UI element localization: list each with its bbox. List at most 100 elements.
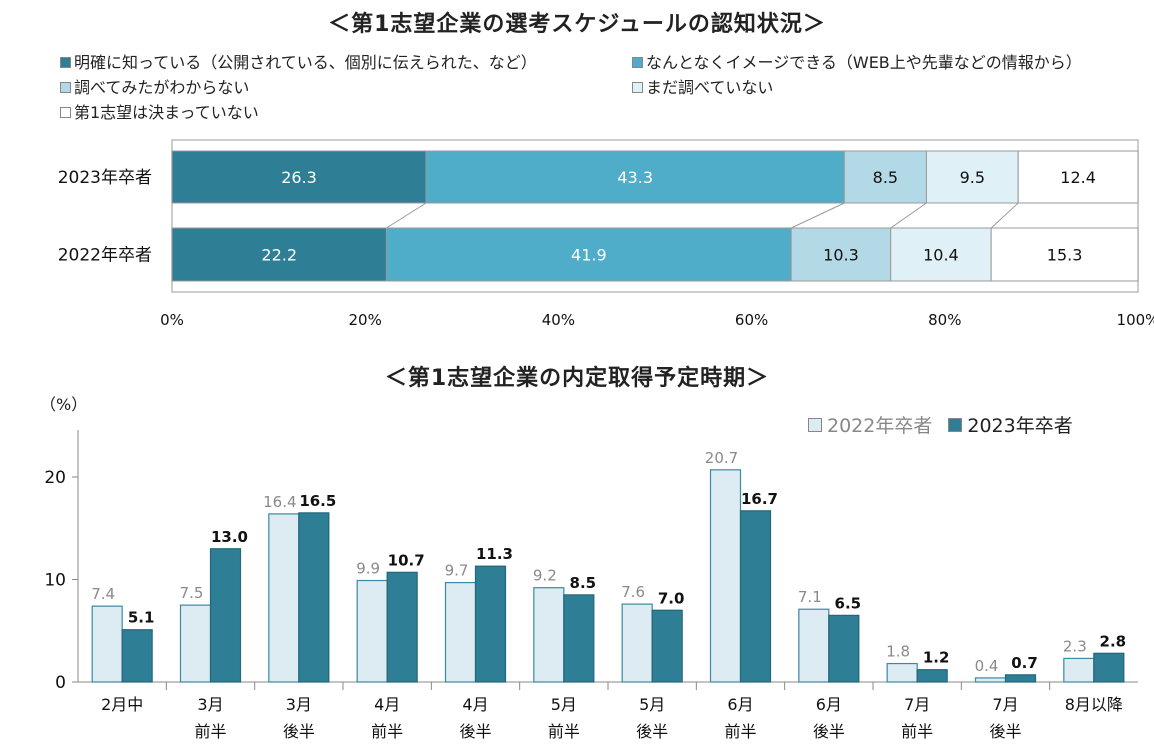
x-tick-label: 3月 xyxy=(286,695,312,714)
chart2-title: ＜第1志望企業の内定取得予定時期＞ xyxy=(384,366,770,391)
bar-2023 xyxy=(474,565,507,683)
bar-2022 xyxy=(179,604,212,683)
legend-swatch xyxy=(632,57,643,68)
x-tick-label: 前半 xyxy=(548,722,580,741)
series-connector-line xyxy=(386,202,427,229)
legend-label: 第1志望は決まっていない xyxy=(74,103,259,122)
bar-2023 xyxy=(563,594,595,683)
legend-label: 明確に知っている（公開されている、個別に伝えられた、など） xyxy=(74,53,537,72)
value-label: 16.4 xyxy=(263,493,296,511)
x-tick-label: 5月 xyxy=(551,695,577,714)
value-label: 43.3 xyxy=(617,168,653,187)
bar-segment xyxy=(385,227,792,282)
x-tick-label: 前半 xyxy=(901,722,933,741)
value-label: 13.0 xyxy=(211,528,248,546)
x-tick-label: 8月以降 xyxy=(1065,695,1123,714)
series-connector-line xyxy=(990,202,1019,229)
x-tick-label: 60% xyxy=(735,311,768,329)
value-label: 2.3 xyxy=(1063,637,1087,655)
x-tick-label: 7月 xyxy=(992,695,1018,714)
legend-label: 2022年卒者 xyxy=(827,415,933,437)
y-tick-label: 0 xyxy=(55,673,66,693)
legend-label: なんとなくイメージできる（WEB上や先輩などの情報から） xyxy=(646,53,1082,72)
value-label: 5.1 xyxy=(128,609,155,627)
bar-2023 xyxy=(1093,652,1125,683)
value-label: 16.7 xyxy=(741,490,778,508)
series-connector-line xyxy=(790,202,845,229)
bar-2023 xyxy=(739,510,772,683)
value-label: 7.4 xyxy=(91,585,115,603)
x-tick-label: 後半 xyxy=(989,722,1021,741)
bar-2022 xyxy=(709,469,742,683)
value-label: 9.9 xyxy=(356,560,380,578)
bar-2022 xyxy=(886,662,918,683)
legend-item-undecided: 第1志望は決まっていない xyxy=(60,100,259,125)
value-label: 7.5 xyxy=(180,584,204,602)
legend-item-not-yet: まだ調べていない xyxy=(632,75,773,100)
value-label: 9.2 xyxy=(533,567,557,585)
chart2-legend: 2022年卒者 2023年卒者 xyxy=(808,411,1089,438)
value-label: 20.7 xyxy=(705,449,738,467)
value-label: 10.3 xyxy=(823,246,859,265)
y-axis-label: （%） xyxy=(40,395,87,414)
value-label: 1.2 xyxy=(923,649,950,667)
x-tick-label: 後半 xyxy=(636,722,668,741)
legend-label: 調べてみたがわからない xyxy=(74,78,250,97)
value-label: 9.7 xyxy=(445,562,469,580)
legend-item-2022: 2022年卒者 xyxy=(808,411,932,438)
bar-2023 xyxy=(121,629,153,683)
value-label: 11.3 xyxy=(476,545,513,563)
value-label: 41.9 xyxy=(571,246,607,265)
legend-item-vague: なんとなくイメージできる（WEB上や先輩などの情報から） xyxy=(632,50,1082,75)
legend-swatch xyxy=(60,107,71,118)
value-label: 7.6 xyxy=(621,583,645,601)
x-tick-label: 前半 xyxy=(371,722,403,741)
value-label: 1.8 xyxy=(886,643,910,661)
legend-item-unknown: 調べてみたがわからない xyxy=(60,75,632,100)
x-tick-label: 前半 xyxy=(194,722,226,741)
x-tick-label: 2月中 xyxy=(101,695,143,714)
x-tick-label: 40% xyxy=(542,311,575,329)
value-label: 10.7 xyxy=(388,551,425,569)
bar-2022 xyxy=(798,608,830,683)
value-label: 7.1 xyxy=(798,588,822,606)
bar-2022 xyxy=(444,581,477,683)
value-label: 0.4 xyxy=(975,657,999,675)
legend-swatch xyxy=(60,57,71,68)
bar-2022 xyxy=(974,677,1007,683)
x-tick-label: 6月 xyxy=(816,695,842,714)
bar-segment xyxy=(843,150,927,204)
value-label: 26.3 xyxy=(281,168,317,187)
bar-segment xyxy=(990,227,1139,282)
y-tick-label: 20 xyxy=(44,468,66,488)
bar-2023 xyxy=(209,548,242,683)
bar-2023 xyxy=(298,512,330,683)
chart1-legend: 明確に知っている（公開されている、個別に伝えられた、など） なんとなくイメージで… xyxy=(60,50,1082,125)
x-tick-label: 20% xyxy=(349,311,382,329)
bar-2022 xyxy=(356,579,388,683)
stacked-bar-chart: 2023年卒者 26.3 43.3 8.5 9.5 12.4 2022年卒者 22.2 41.9… xyxy=(58,139,1154,329)
bar-segment xyxy=(425,150,845,204)
series-connector-line xyxy=(890,202,927,229)
value-label: 2.8 xyxy=(1100,632,1127,650)
value-label: 9.5 xyxy=(960,168,985,187)
value-label: 15.3 xyxy=(1047,246,1083,265)
x-tick-label: 7月 xyxy=(904,695,930,714)
value-label: 6.5 xyxy=(835,594,862,612)
bar-2023 xyxy=(386,571,418,683)
value-label: 16.5 xyxy=(299,492,336,510)
legend-swatch xyxy=(632,82,643,93)
bar-2023 xyxy=(828,614,860,683)
x-tick-label: 4月 xyxy=(374,695,400,714)
legend-label: まだ調べていない xyxy=(646,78,774,97)
category-label: 2022年卒者 xyxy=(58,246,152,266)
y-tick-label: 10 xyxy=(44,571,66,591)
bar-segment xyxy=(171,227,387,282)
chart1-title: ＜第1志望企業の選考スケジュールの認知状況＞ xyxy=(328,12,826,37)
legend-swatch xyxy=(948,417,963,432)
bar-2023 xyxy=(651,609,683,683)
value-label: 7.0 xyxy=(658,589,685,607)
bar-2022 xyxy=(91,605,123,683)
x-tick-label: 80% xyxy=(928,311,961,329)
